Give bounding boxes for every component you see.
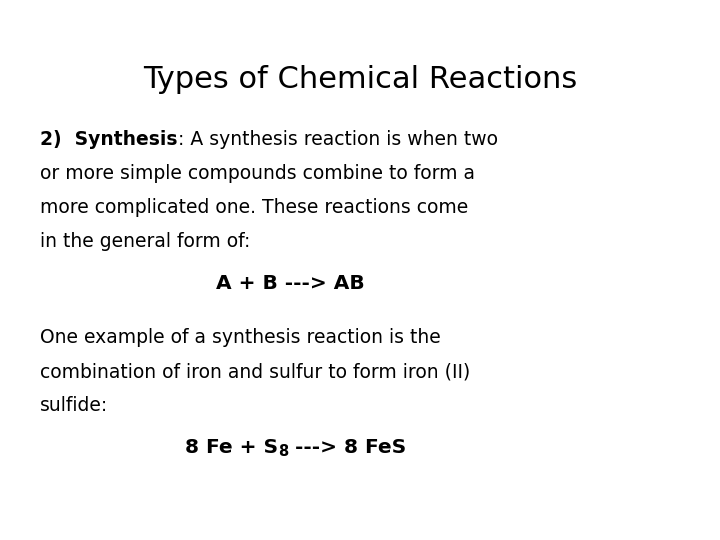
Text: A + B ---> AB: A + B ---> AB — [216, 274, 364, 293]
Text: or more simple compounds combine to form a: or more simple compounds combine to form… — [40, 164, 475, 183]
Text: in the general form of:: in the general form of: — [40, 232, 251, 251]
Text: Types of Chemical Reactions: Types of Chemical Reactions — [143, 65, 577, 94]
Text: more complicated one. These reactions come: more complicated one. These reactions co… — [40, 198, 468, 217]
Text: ---> 8 FeS: ---> 8 FeS — [289, 438, 407, 457]
Text: 2)  Synthesis: 2) Synthesis — [40, 130, 178, 149]
Text: 8 Fe + S: 8 Fe + S — [185, 438, 278, 457]
Text: combination of iron and sulfur to form iron (II): combination of iron and sulfur to form i… — [40, 362, 470, 381]
Text: : A synthesis reaction is when two: : A synthesis reaction is when two — [178, 130, 498, 149]
Text: 8: 8 — [278, 444, 289, 459]
Text: sulfide:: sulfide: — [40, 396, 108, 415]
Text: One example of a synthesis reaction is the: One example of a synthesis reaction is t… — [40, 328, 441, 347]
